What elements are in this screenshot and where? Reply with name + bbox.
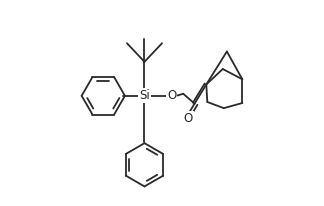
Text: O: O <box>167 89 177 102</box>
Text: Si: Si <box>139 89 150 102</box>
Text: O: O <box>184 112 193 125</box>
